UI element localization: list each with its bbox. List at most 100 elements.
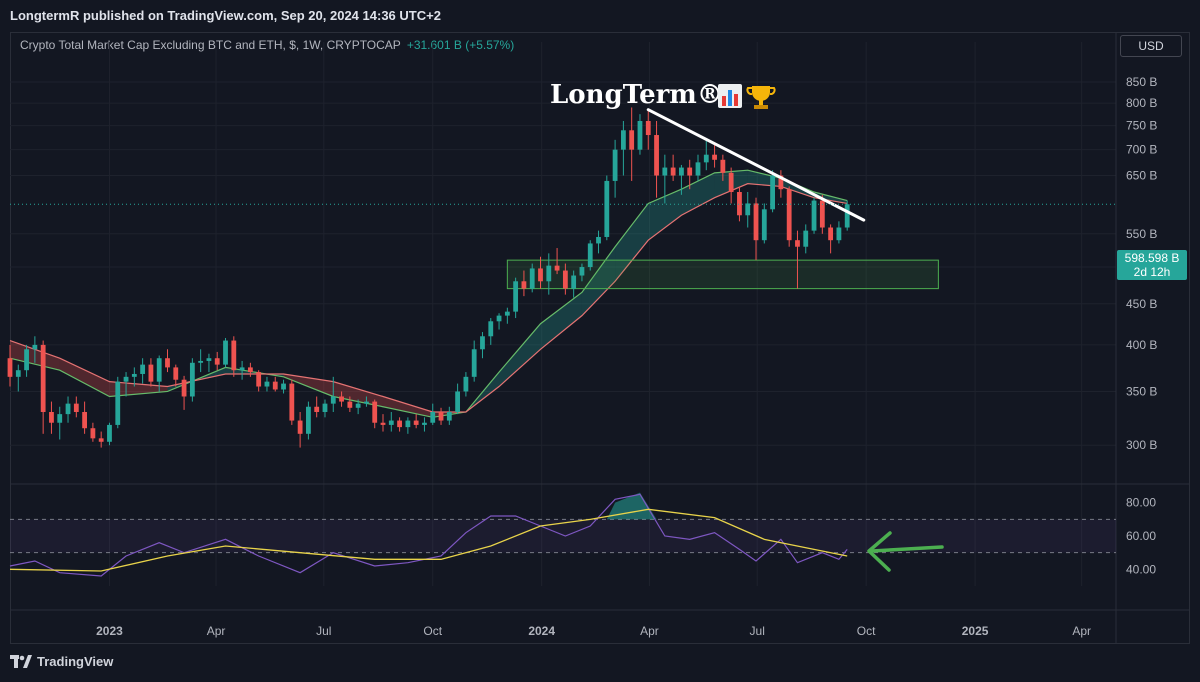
candle-body — [438, 411, 444, 421]
candle-body — [554, 265, 560, 271]
last-price-label: 598.598 B — [1124, 251, 1180, 265]
candle-body — [24, 349, 29, 371]
candle-body — [281, 383, 286, 390]
time-tick-label: Jul — [316, 624, 331, 638]
candle-body — [637, 120, 643, 150]
candles — [7, 107, 850, 448]
candle-body — [364, 401, 369, 404]
bar-chart-icon — [718, 84, 742, 108]
price-tick-label: 800 B — [1126, 96, 1157, 110]
candle-body — [645, 120, 651, 136]
candle-body — [380, 422, 386, 425]
candle-body — [480, 336, 485, 350]
candle-body — [405, 420, 411, 428]
candle-body — [156, 358, 162, 382]
candle-body — [40, 344, 46, 412]
candle-body — [15, 370, 21, 377]
ma-fast-line — [9, 169, 848, 418]
candle-body — [819, 200, 825, 228]
candle-body — [90, 428, 96, 439]
candle-body — [446, 411, 452, 421]
time-tick-label: Apr — [1072, 624, 1091, 638]
candle-body — [538, 268, 543, 282]
candle-body — [778, 175, 784, 190]
candle-body — [488, 321, 494, 337]
time-tick-label: Jul — [750, 624, 765, 638]
candle-body — [214, 358, 220, 365]
price-tick-label: 300 B — [1126, 438, 1157, 452]
candle-body — [355, 403, 361, 408]
trophy-icon — [746, 86, 776, 109]
candle-body — [770, 175, 775, 210]
candle-body — [314, 406, 320, 412]
candle-body — [761, 209, 767, 241]
candle-body — [836, 227, 842, 241]
time-axis: 2023 Apr Jul Oct 2024 Apr Jul Oct 2025 Apr — [96, 624, 1091, 638]
candle-body — [753, 203, 759, 241]
candle-body — [745, 203, 751, 216]
candle-body — [223, 340, 228, 365]
candle-body — [388, 420, 394, 425]
candle-body — [430, 411, 436, 423]
candle-body — [65, 403, 71, 415]
candle-body — [737, 192, 742, 216]
currency-button[interactable]: USD — [1120, 35, 1182, 57]
candle-body — [496, 315, 502, 322]
candle-body — [32, 344, 38, 350]
candle-body — [455, 391, 461, 412]
rsi-ma-line — [9, 508, 848, 572]
price-tick-label: 550 B — [1126, 227, 1157, 241]
candle-body — [123, 376, 129, 382]
descending-trendline — [646, 108, 866, 222]
candle-body — [165, 358, 170, 368]
candle-body — [372, 401, 378, 423]
candle-body — [562, 270, 568, 289]
price-tick-label: 850 B — [1126, 75, 1157, 89]
tradingview-logo-icon — [10, 654, 32, 668]
rsi-band-fill — [10, 519, 1116, 553]
time-tick-label: Apr — [640, 624, 659, 638]
candle-body — [413, 420, 419, 425]
candle-body — [289, 383, 295, 421]
trendline — [646, 108, 866, 222]
candle-body — [687, 167, 693, 176]
rsi-overbought-fill — [606, 492, 657, 520]
candle-body — [803, 230, 809, 247]
candle-body — [339, 396, 344, 402]
ribbon-segment — [59, 358, 110, 397]
candle-body — [795, 240, 800, 247]
candle-body — [82, 411, 88, 429]
rsi-line — [9, 493, 848, 577]
candle-body — [107, 424, 112, 442]
candle-body — [322, 403, 328, 412]
candle-body — [579, 267, 585, 276]
candle-body — [422, 422, 427, 425]
price-tick-label: 700 B — [1126, 143, 1157, 157]
candle-body — [828, 227, 834, 241]
candle-body — [256, 372, 262, 387]
rsi-tick-label: 60.00 — [1126, 529, 1156, 543]
candle-body — [148, 364, 154, 382]
candle-body — [463, 376, 469, 392]
countdown-label: 2d 12h — [1133, 265, 1171, 279]
candle-body — [231, 340, 237, 371]
rsi-axis: 80.00 60.00 40.00 — [1126, 496, 1156, 577]
ribbon-segment — [615, 203, 649, 282]
annotation-arrow — [867, 531, 944, 572]
candle-body — [140, 364, 146, 374]
ma-ribbon — [9, 169, 848, 418]
tradingview-logo[interactable]: TradingView — [10, 654, 113, 669]
candle-body — [786, 189, 792, 241]
arrow-shaft — [870, 545, 944, 553]
ma-slow-line — [9, 183, 848, 413]
candle-body — [629, 130, 635, 150]
candle-body — [546, 265, 552, 282]
candle-body — [587, 243, 593, 268]
candle-body — [57, 414, 63, 423]
candle-body — [844, 204, 850, 228]
candle-body — [670, 167, 676, 176]
tradingview-brand: TradingView — [37, 654, 114, 669]
watermark-title: LongTerm® — [550, 80, 723, 110]
candle-body — [247, 367, 253, 373]
